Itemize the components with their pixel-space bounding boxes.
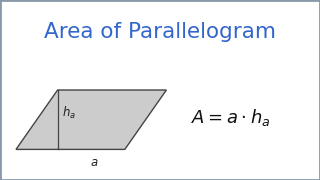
Text: $a$: $a$ [90,156,99,168]
Polygon shape [16,90,166,149]
Text: Area of Parallelogram: Area of Parallelogram [44,22,276,42]
Text: $h_a$: $h_a$ [62,104,76,121]
Text: $A = a \cdot h_a$: $A = a \cdot h_a$ [191,107,270,127]
